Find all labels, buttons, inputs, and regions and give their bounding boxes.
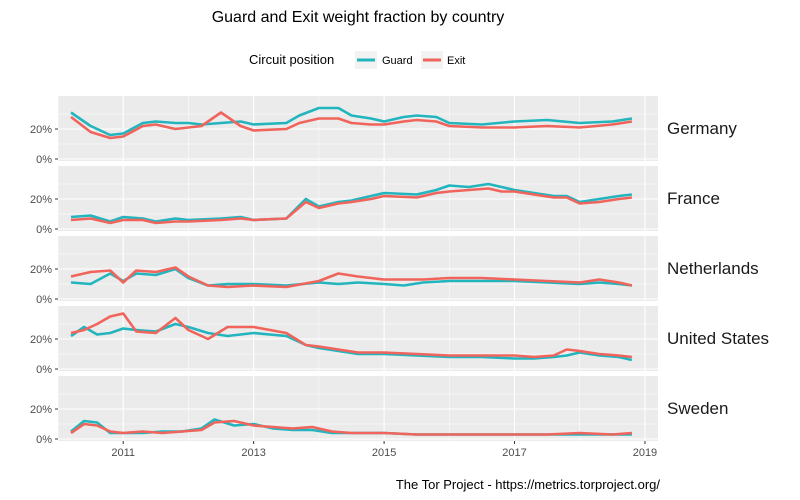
series-line-exit [70,419,632,436]
facet-panel-united-states: 0% 20% United States [30,306,769,376]
series-line-guard [70,322,633,362]
y-tick-label: 0% [36,154,52,166]
x-tick-label: 2011 [111,447,135,459]
facet-label: Sweden [667,399,728,418]
y-tick-label: 0% [36,364,52,376]
series-line-exit [70,187,633,225]
facet-label: United States [667,329,769,348]
x-tick-label: 2013 [241,447,265,459]
facet-label: France [667,189,720,208]
series-line-guard [70,267,633,287]
y-tick-label: 20% [30,404,52,416]
y-tick-label: 20% [30,334,52,346]
series-line-exit [70,266,633,289]
legend-label-guard: Guard [382,55,413,67]
facet-label: Germany [667,119,737,138]
series-line-exit [70,312,633,359]
y-tick-label: 20% [30,124,52,136]
facet-panel-germany: 0% 20% Germany [30,96,737,166]
x-axis: 2011 2013 2015 2017 2019 [111,441,657,459]
x-tick-label: 2017 [502,447,526,459]
facet-panel-sweden: 0% 20% Sweden [30,376,728,446]
y-tick-label: 20% [30,194,52,206]
y-tick-label: 20% [30,264,52,276]
facet-panel-netherlands: 0% 20% Netherlands [30,236,759,306]
y-tick-label: 0% [36,224,52,236]
x-tick-label: 2015 [372,447,396,459]
series-line-guard [70,182,633,223]
facet-panel-france: 0% 20% France [30,166,720,236]
facet-label: Netherlands [667,259,759,278]
chart-caption: The Tor Project - https://metrics.torpro… [396,477,661,492]
y-tick-label: 0% [36,294,52,306]
legend-title: Circuit position [249,52,334,67]
series-line-guard [70,106,633,137]
series-line-exit [70,111,633,140]
chart-title: Guard and Exit weight fraction by countr… [212,9,505,26]
legend: Circuit position Guard Exit [249,51,465,69]
legend-label-exit: Exit [447,55,465,67]
y-tick-label: 0% [36,434,52,446]
x-tick-label: 2019 [633,447,657,459]
